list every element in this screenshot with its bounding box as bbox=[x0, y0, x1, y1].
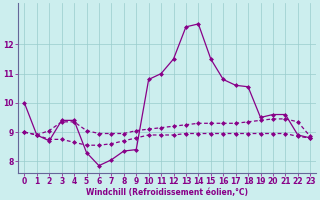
X-axis label: Windchill (Refroidissement éolien,°C): Windchill (Refroidissement éolien,°C) bbox=[86, 188, 248, 197]
